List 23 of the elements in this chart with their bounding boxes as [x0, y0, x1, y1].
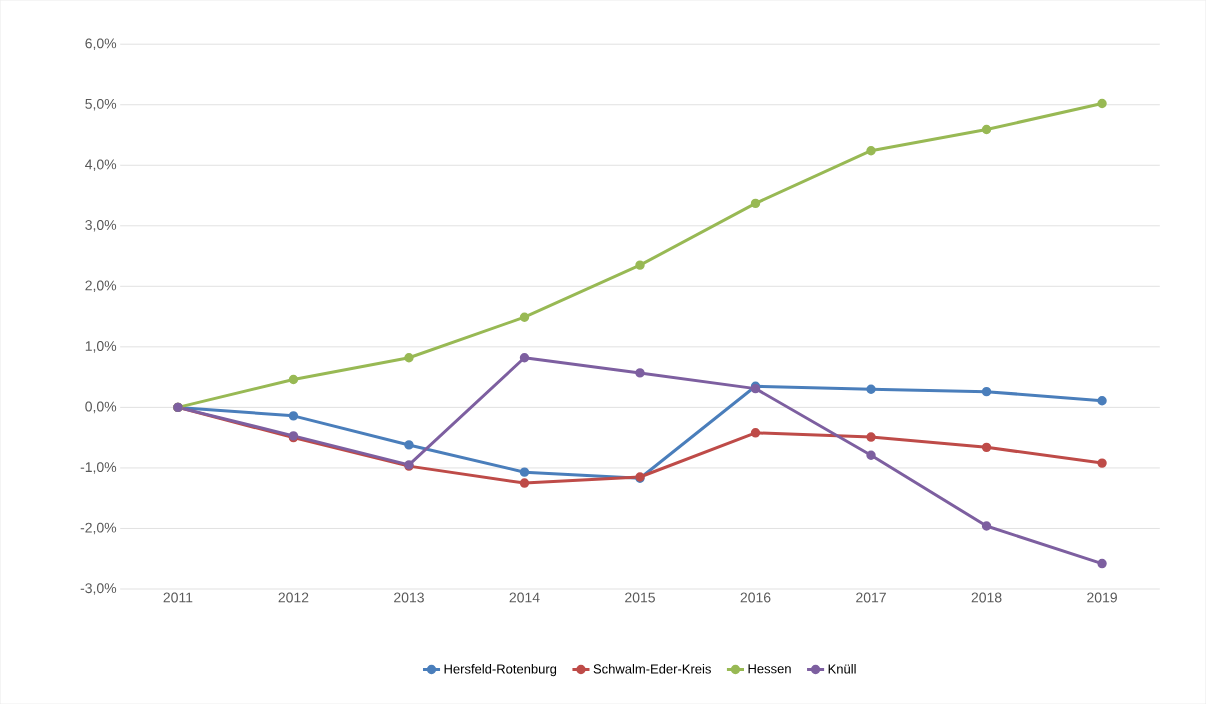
y-tick-label: 6,0%: [85, 38, 117, 50]
x-tick-label: 2014: [509, 592, 540, 603]
x-tick-label: 2019: [1087, 592, 1117, 603]
y-tick-label: 0,0%: [85, 401, 117, 414]
x-tick-label: 2017: [856, 592, 886, 603]
x-tick-label: 2011: [163, 592, 193, 603]
y-tick-label: -2,0%: [80, 522, 117, 535]
legend-label: Hessen: [748, 664, 791, 674]
x-tick-label: 2013: [394, 592, 424, 603]
legend-label: Schwalm-Eder-Kreis: [593, 663, 711, 674]
y-tick-label: 5,0%: [85, 98, 117, 111]
y-tick-label: 4,0%: [85, 159, 117, 171]
y-tick-label: 1,0%: [85, 340, 117, 353]
x-tick-label: 2015: [625, 592, 655, 603]
legend-label: Knüll: [828, 663, 856, 674]
y-tick-label: 3,0%: [85, 219, 117, 232]
x-tick-label: 2016: [740, 592, 771, 603]
x-tick-label: 2012: [278, 592, 309, 603]
y-tick-label: -1,0%: [80, 462, 117, 474]
legend-label: Hersfeld-Rotenburg: [444, 663, 557, 677]
x-tick-label: 2018: [971, 592, 1002, 603]
y-tick-label: 2,0%: [85, 280, 117, 293]
y-tick-label: -3,0%: [80, 583, 117, 595]
